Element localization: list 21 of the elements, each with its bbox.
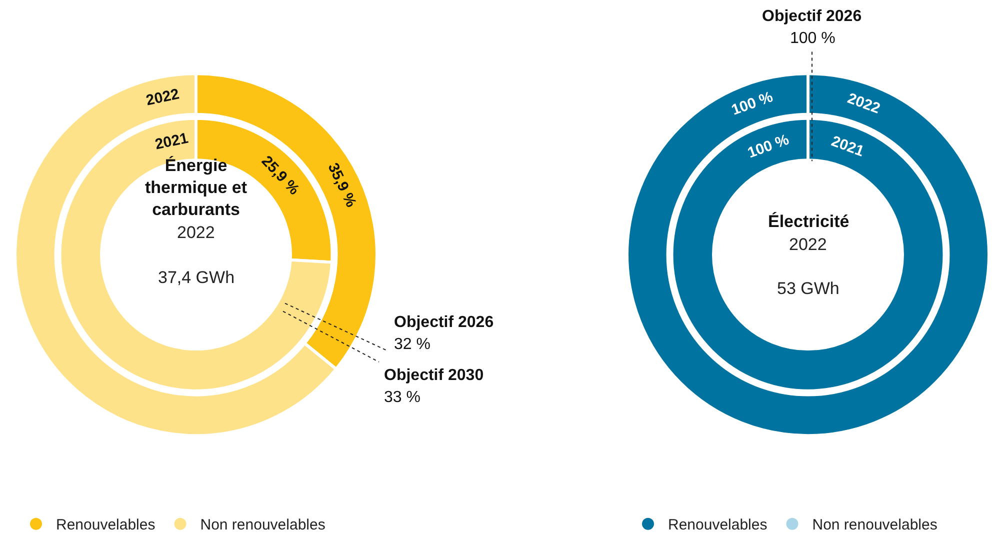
legend-label: Renouvelables	[56, 516, 156, 534]
data-label: 100 %	[745, 131, 792, 162]
legend-label: Non renouvelables	[200, 516, 326, 534]
data-label: 25,9 %	[258, 152, 302, 198]
text: 37,4 GWh	[158, 268, 235, 287]
slice-label: 2022	[845, 90, 882, 118]
legend-label: Renouvelables	[668, 516, 768, 534]
text: Objectif 2026 100 %	[762, 8, 862, 47]
slice-label: 2021	[154, 130, 190, 154]
text: 2022	[177, 223, 215, 242]
legend-label: Non renouvelables	[812, 516, 938, 534]
text: 2022	[789, 235, 827, 254]
text: Énergie thermique et carburants	[145, 155, 248, 220]
slice-label: 2021	[828, 132, 866, 160]
text: Objectif 2030 33 %	[384, 367, 484, 406]
slice-label: 2022	[144, 86, 181, 110]
text: Électricité	[768, 211, 850, 231]
text: Objectif 2026 32 %	[394, 314, 494, 353]
data-label: 35,9 %	[324, 160, 360, 210]
text: 53 GWh	[777, 279, 840, 298]
data-label: 100 %	[729, 88, 776, 119]
